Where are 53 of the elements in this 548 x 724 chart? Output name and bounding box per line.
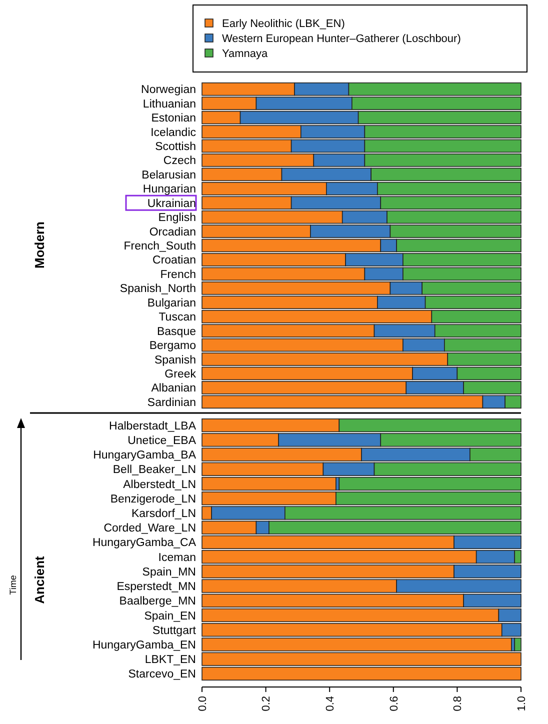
x-tick-label: 0.8: [452, 696, 464, 712]
y-tick-label: Starcevo_EN: [128, 668, 196, 681]
y-tick-label: Halberstadt_LBA: [109, 420, 196, 432]
y-tick-label: Corded_Ware_LN: [104, 522, 196, 535]
y-tick-label: HungaryGamba_BA: [93, 450, 196, 462]
y-tick-label: Sardinian: [147, 396, 196, 409]
y-tick-label: Scottish: [155, 141, 196, 154]
y-tick-label: Belarusian: [142, 169, 196, 182]
y-tick-label: Bergamo: [149, 340, 196, 352]
y-tick-label: Baalberge_MN: [119, 596, 196, 608]
y-tick-label: Spain_MN: [142, 566, 196, 578]
y-tick-label: Spain_EN: [144, 610, 196, 622]
y-tick-label: Esperstedt_MN: [116, 581, 196, 594]
y-axis-title: Ancient: [32, 555, 47, 604]
y-tick-label: Lithuanian: [142, 98, 196, 110]
y-tick-label: Norwegian: [141, 84, 196, 96]
y-tick-label: LBKT_EN: [144, 654, 196, 666]
y-tick-label: Tuscan: [158, 312, 196, 324]
y-tick-label: Ukrainian: [147, 198, 196, 210]
y-tick-label: Basque: [156, 326, 196, 338]
y-tick-label: French_South: [124, 240, 196, 253]
y-tick-label: HungaryGamba_EN: [92, 639, 196, 652]
y-tick-label: Alberstedt_LN: [123, 478, 196, 491]
y-tick-label: Estonian: [151, 112, 196, 125]
y-tick-label: Karsdorf_LN: [131, 508, 196, 520]
y-tick-label: Bulgarian: [147, 297, 196, 310]
y-tick-label: Spanish: [154, 354, 196, 366]
legend-label: Western European Hunter–Gatherer (Loschbour): [222, 32, 461, 45]
y-tick-label: HungaryGamba_CA: [92, 537, 196, 550]
legend-label: Early Neolithic (LBK_EN): [222, 18, 345, 30]
x-tick-label: 0.6: [388, 696, 400, 712]
y-tick-label: Stuttgart: [152, 624, 197, 637]
y-tick-label: Unetice_EBA: [128, 434, 196, 447]
y-tick-label: Benzigerode_LN: [110, 493, 196, 506]
y-tick-label: Bell_Beaker_LN: [112, 464, 196, 476]
x-tick-label: 1.0: [516, 696, 528, 712]
y-tick-label: Spanish_North: [120, 283, 196, 296]
y-tick-label: Czech: [163, 155, 196, 168]
x-tick-label: 0.0: [196, 696, 209, 712]
x-tick-label: 0.4: [324, 696, 336, 712]
y-tick-label: Albanian: [151, 382, 196, 395]
y-tick-label: Greek: [164, 368, 196, 380]
y-tick-label: French: [160, 268, 196, 281]
y-tick-label: Orcadian: [149, 226, 196, 238]
y-tick-label: Croatian: [152, 254, 196, 267]
y-axis-title: Modern: [32, 221, 47, 268]
y-tick-label: Icelandic: [150, 126, 196, 139]
text: Time: [8, 575, 18, 595]
y-tick-label: English: [158, 212, 196, 224]
x-tick-label: 0.2: [260, 696, 273, 712]
legend-label: Yamnaya: [222, 48, 269, 60]
y-tick-label: Iceman: [158, 552, 196, 564]
y-tick-label: Hungarian: [142, 184, 196, 196]
